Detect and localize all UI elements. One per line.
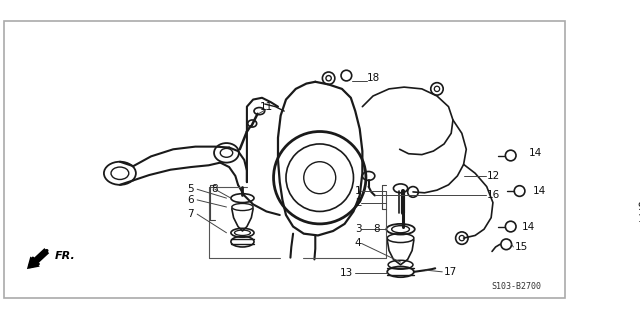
Text: 1: 1 (355, 186, 362, 196)
Text: 16: 16 (486, 190, 500, 200)
Text: 8: 8 (373, 224, 380, 234)
Text: 14: 14 (529, 148, 541, 158)
Text: 18: 18 (367, 73, 380, 83)
Text: 14: 14 (522, 222, 536, 232)
Text: 11: 11 (260, 102, 273, 112)
Text: 17: 17 (444, 267, 458, 277)
Text: 12: 12 (486, 171, 500, 181)
Text: 6: 6 (187, 195, 194, 205)
Text: 10: 10 (637, 213, 640, 224)
Text: 14: 14 (533, 186, 546, 196)
Text: 9: 9 (637, 202, 640, 212)
Text: 5: 5 (187, 184, 194, 194)
Text: S103-B2700: S103-B2700 (492, 282, 542, 291)
Text: 8: 8 (211, 184, 218, 194)
Text: 3: 3 (355, 224, 362, 234)
FancyArrowPatch shape (27, 248, 49, 269)
Text: 2: 2 (355, 197, 362, 208)
Text: 4: 4 (355, 238, 362, 249)
Text: 15: 15 (515, 242, 529, 252)
Text: 13: 13 (340, 268, 353, 278)
Text: FR.: FR. (55, 251, 76, 261)
Text: 7: 7 (187, 209, 194, 219)
